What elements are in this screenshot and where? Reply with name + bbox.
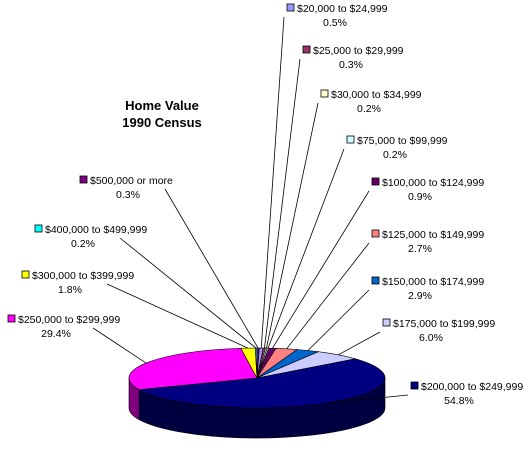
slice-percent-label: 1.8% — [58, 284, 82, 296]
legend-swatch — [320, 89, 329, 98]
legend-swatch — [286, 3, 295, 12]
pie-slice-250-000-to-299-999 — [128, 347, 258, 390]
slice-label-200-000-to-249-999: $200,000 to $249,999 54.8% — [410, 381, 523, 407]
legend-swatch — [7, 314, 16, 323]
slice-percent-label: 0.5% — [323, 17, 347, 29]
slice-category-label: $100,000 to $124,999 — [382, 177, 484, 189]
pie-slice-500-000-or-more — [256, 347, 260, 379]
legend-swatch — [382, 318, 391, 327]
slice-percent-label: 6.0% — [419, 332, 443, 344]
slice-labels: $20,000 to $24,999 0.5% $25,000 to $29,999… — [7, 3, 523, 407]
pie-body — [128, 347, 386, 439]
slice-category-label: $400,000 to $499,999 — [45, 224, 147, 236]
slice-category-label: $175,000 to $199,999 — [393, 318, 495, 330]
legend-swatch — [79, 175, 88, 184]
slice-label-75-000-to-99-999: $75,000 to $99,999 0.2% — [346, 135, 448, 161]
leader-line — [272, 190, 370, 349]
slice-percent-label: 0.2% — [357, 103, 381, 115]
chart-title-line-2: 1990 Census — [122, 115, 202, 130]
leader-line — [307, 289, 370, 351]
slice-percent-label: 2.7% — [408, 243, 432, 255]
leader-line — [267, 148, 345, 349]
slice-percent-label: 0.3% — [116, 189, 140, 201]
slice-category-label: $20,000 to $24,999 — [297, 3, 388, 15]
legend-swatch — [34, 224, 43, 233]
slice-percent-label: 0.2% — [383, 149, 407, 161]
slice-percent-label: 0.2% — [71, 238, 95, 250]
leader-lines — [92, 16, 409, 405]
slice-category-label: $250,000 to $299,999 — [18, 314, 120, 326]
leader-line — [286, 242, 370, 350]
leader-line — [338, 331, 381, 356]
slice-percent-label: 0.3% — [339, 59, 363, 71]
leader-line — [92, 327, 147, 364]
pie-slice-200-000-to-249-999 — [138, 358, 386, 409]
slice-label-25-000-to-29-999: $25,000 to $29,999 0.3% — [302, 45, 404, 71]
legend-swatch — [21, 270, 30, 279]
legend-swatch — [302, 45, 311, 54]
leader-line — [106, 283, 249, 349]
slice-label-250-000-to-299-999: $250,000 to $299,999 29.4% — [7, 314, 120, 340]
leader-line — [260, 16, 285, 349]
slice-category-label: $150,000 to $174,999 — [382, 276, 484, 288]
slice-label-30-000-to-34-999: $30,000 to $34,999 0.2% — [320, 89, 422, 115]
slice-category-label: $75,000 to $99,999 — [357, 135, 448, 147]
chart-title-line-1: Home Value — [125, 98, 199, 113]
slice-category-label: $30,000 to $34,999 — [331, 89, 422, 101]
slice-category-label: $300,000 to $399,999 — [32, 270, 134, 282]
leader-line — [164, 188, 259, 349]
legend-swatch — [371, 177, 380, 186]
legend-swatch — [346, 135, 355, 144]
slice-percent-label: 54.8% — [444, 395, 474, 407]
legend-swatch — [371, 276, 380, 285]
slice-percent-label: 29.4% — [41, 328, 71, 340]
slice-label-400-000-to-499-999: $400,000 to $499,999 0.2% — [34, 224, 147, 250]
slice-percent-label: 2.9% — [408, 290, 432, 302]
leader-line — [266, 102, 319, 349]
slice-label-125-000-to-149-999: $125,000 to $149,999 2.7% — [371, 229, 484, 255]
slice-label-300-000-to-399-999: $300,000 to $399,999 1.8% — [21, 270, 134, 296]
leader-line — [119, 237, 257, 349]
slice-label-20-000-to-24-999: $20,000 to $24,999 0.5% — [286, 3, 388, 29]
slice-label-150-000-to-174-999: $150,000 to $174,999 2.9% — [371, 276, 484, 302]
slice-category-label: $125,000 to $149,999 — [382, 229, 484, 241]
slice-percent-label: 0.9% — [408, 191, 432, 203]
slice-label-175-000-to-199-999: $175,000 to $199,999 6.0% — [382, 318, 495, 344]
slice-category-label: $500,000 or more — [90, 175, 173, 187]
leader-line — [323, 394, 409, 405]
slice-label-100-000-to-124-999: $100,000 to $124,999 0.9% — [371, 177, 484, 203]
slice-category-label: $200,000 to $249,999 — [421, 381, 523, 393]
legend-swatch — [371, 229, 380, 238]
leader-line — [264, 58, 301, 349]
slice-label-500-000-or-more: $500,000 or more 0.3% — [79, 175, 173, 201]
legend-swatch — [410, 381, 419, 390]
slice-category-label: $25,000 to $29,999 — [313, 45, 404, 57]
